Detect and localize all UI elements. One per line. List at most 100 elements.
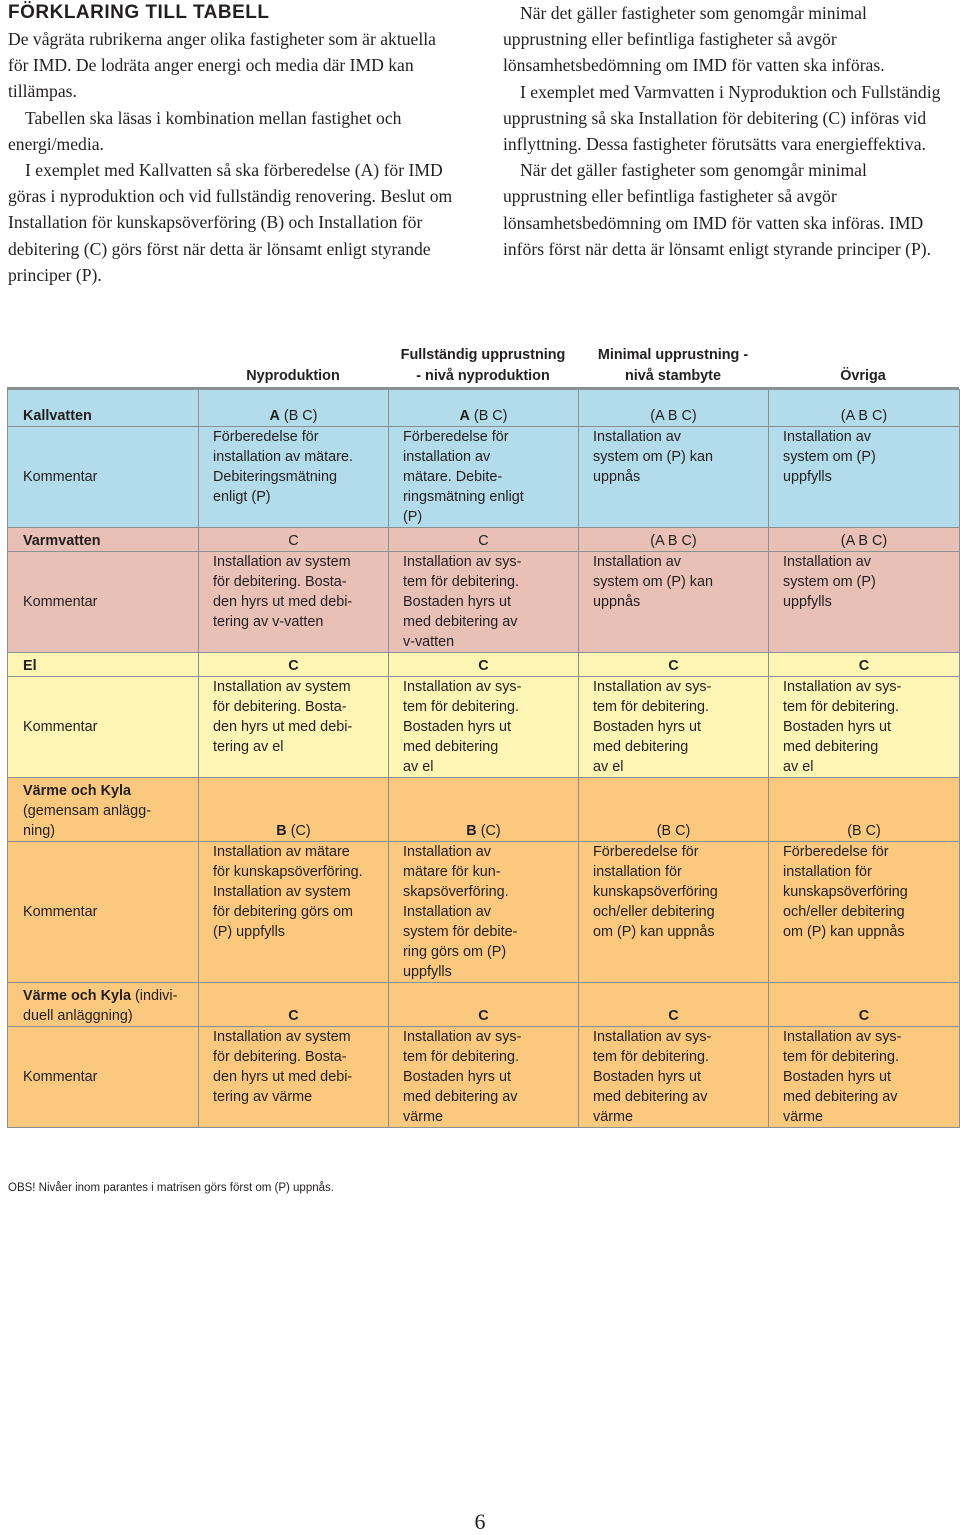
comment-line: Bostaden hyrs ut bbox=[593, 1069, 701, 1085]
comment-line: med debitering av bbox=[593, 1089, 708, 1105]
table-row-varmvatten: Varmvatten C C (A B C) (A B C) bbox=[7, 527, 960, 552]
level-nyproduktion: C bbox=[198, 652, 389, 677]
table-row-varme-gemensam: Värme och Kyla (gemensam anlägg- ning) B… bbox=[7, 777, 960, 842]
level-fullstandig: A (B C) bbox=[388, 389, 579, 427]
comment-line: för kunskapsöverföring. bbox=[213, 864, 363, 880]
comment-line: med debitering av bbox=[403, 614, 518, 630]
comment-line: Förberedelse för bbox=[213, 429, 319, 445]
comment-line: med debitering av bbox=[783, 1089, 898, 1105]
comment-line: enligt (P) bbox=[213, 489, 271, 505]
column-header-label: Övriga bbox=[840, 368, 886, 384]
comment-line: tem för debitering. bbox=[593, 1049, 709, 1065]
comment-cell: Installation av system om (P) kan uppnås bbox=[578, 551, 769, 653]
explanation-heading: FÖRKLARING TILL TABELL bbox=[8, 2, 270, 23]
comment-cell: Installation av sys-tem för debitering. B… bbox=[768, 676, 960, 778]
level-nyproduktion: B (C) bbox=[198, 777, 389, 842]
comment-cell: Installation av system om (P) uppfylls bbox=[768, 551, 960, 653]
comment-line: uppnås bbox=[593, 469, 641, 485]
comment-line: Bostaden hyrs ut bbox=[783, 1069, 891, 1085]
comment-line: Debiteringsmätning bbox=[213, 469, 337, 485]
comment-line: den hyrs ut med debi- bbox=[213, 594, 353, 610]
level-nyproduktion: C bbox=[198, 527, 389, 552]
level-ovriga: (A B C) bbox=[768, 527, 960, 552]
level-minimal: (A B C) bbox=[578, 527, 769, 552]
comment-line: tem för debitering. bbox=[783, 1049, 899, 1065]
column-header-nyproduktion: Nyproduktion bbox=[198, 366, 388, 387]
comment-line: tering av v-vatten bbox=[213, 614, 324, 630]
comment-line: Installation av mätare bbox=[213, 844, 350, 860]
comment-cell: Förberedelse för installation för kunskaps… bbox=[578, 841, 769, 983]
comment-line: Installation av system bbox=[213, 679, 351, 695]
comment-label: Kommentar bbox=[7, 841, 199, 983]
table-top-rule bbox=[7, 387, 959, 389]
comment-cell: Installation av system om (P) kan uppnås bbox=[578, 426, 769, 528]
left-paragraph-1: De vågräta rubrikerna anger olika fastig… bbox=[8, 29, 436, 102]
table-row-kallvatten: Kallvatten A (B C) A (B C) (A B C) (A B … bbox=[7, 389, 960, 427]
comment-line: tering av el bbox=[213, 739, 284, 755]
page-number: 6 bbox=[474, 1509, 486, 1534]
comment-line: och/eller debitering bbox=[593, 904, 715, 920]
column-header-label: Minimal upprustning - bbox=[597, 347, 749, 363]
comment-line: om (P) kan uppnås bbox=[593, 924, 715, 940]
comment-cell: Installation av system för debitering. Bo… bbox=[198, 1026, 389, 1128]
comment-line: Installation av bbox=[403, 844, 491, 860]
comment-line: för debitering görs om bbox=[213, 904, 353, 920]
comment-line: (P) bbox=[403, 509, 423, 525]
comment-line: för debitering. Bosta- bbox=[213, 699, 347, 715]
comment-line: uppfylls bbox=[783, 594, 832, 610]
left-paragraph-2: Tabellen ska läsas i kombination mellan … bbox=[8, 107, 402, 154]
comment-line: system om (P) kan bbox=[593, 449, 713, 465]
comment-line: Bostaden hyrs ut bbox=[403, 1069, 511, 1085]
comment-line: (P) uppfylls bbox=[213, 924, 285, 940]
imd-matrix-table: Kallvatten A (B C) A (B C) (A B C) (A B … bbox=[7, 389, 960, 1128]
comment-line: med debitering bbox=[403, 739, 499, 755]
comment-line: installation av mätare. bbox=[213, 449, 353, 465]
comment-line: Installation av bbox=[783, 429, 871, 445]
table-row-varme-individuell-comment: Kommentar Installation av system för debi… bbox=[7, 1026, 960, 1128]
level-nyproduktion: A (B C) bbox=[198, 389, 389, 427]
comment-line: tering av värme bbox=[213, 1089, 313, 1105]
left-text-column: FÖRKLARING TILL TABELL De vågräta rubrik… bbox=[8, 0, 460, 288]
table-row-el: El C C C C bbox=[7, 652, 960, 677]
level-ovriga: (A B C) bbox=[768, 389, 960, 427]
comment-line: med debitering bbox=[593, 739, 689, 755]
column-header-ovriga: Övriga bbox=[768, 366, 958, 387]
comment-line: värme bbox=[783, 1109, 823, 1125]
comment-cell: Installation av mätare för kunskapsöverfö… bbox=[198, 841, 389, 983]
comment-cell: Installation av sys-tem för debitering. B… bbox=[578, 1026, 769, 1128]
comment-line: system om (P) bbox=[783, 574, 876, 590]
footnote: OBS! Nivåer inom parantes i matrisen gör… bbox=[8, 1182, 334, 1194]
comment-line: Installation av sys- bbox=[783, 1029, 902, 1045]
level-fullstandig: C bbox=[388, 652, 579, 677]
comment-line: Installation av system bbox=[213, 554, 351, 570]
comment-line: skapsöverföring. bbox=[403, 884, 509, 900]
comment-line: Bostaden hyrs ut bbox=[593, 719, 701, 735]
comment-line: Installation av sys- bbox=[783, 679, 902, 695]
comment-cell: Förberedelse för installation för kunskaps… bbox=[768, 841, 960, 983]
comment-line: tem för debitering. bbox=[403, 1049, 519, 1065]
right-paragraph-2: I exemplet med Varmvatten i Nyproduktion… bbox=[503, 81, 941, 155]
comment-cell: Installation av sys-tem för debitering. B… bbox=[388, 676, 579, 778]
comment-line: tem för debitering. bbox=[403, 699, 519, 715]
comment-line: ringsmätning enligt bbox=[403, 489, 524, 505]
comment-cell: Installation av sys-tem för debitering. B… bbox=[388, 551, 579, 653]
row-label-el: El bbox=[7, 652, 199, 677]
comment-line: för debitering. Bosta- bbox=[213, 1049, 347, 1065]
level-minimal: C bbox=[578, 982, 769, 1027]
comment-line: Installation av bbox=[593, 429, 681, 445]
comment-cell: Installation av mätare för kun-skapsöverf… bbox=[388, 841, 579, 983]
comment-line: den hyrs ut med debi- bbox=[213, 1069, 353, 1085]
left-paragraph-3: I exemplet med Kallvatten så ska förbere… bbox=[8, 160, 453, 285]
table-row-varme-individuell: Värme och Kyla (indivi- duell anläggning… bbox=[7, 982, 960, 1027]
comment-line: Bostaden hyrs ut bbox=[403, 594, 511, 610]
comment-line: Installation av system bbox=[213, 1029, 351, 1045]
comment-line: värme bbox=[593, 1109, 633, 1125]
comment-line: av el bbox=[593, 759, 624, 775]
level-minimal: C bbox=[578, 652, 769, 677]
comment-line: den hyrs ut med debi- bbox=[213, 719, 353, 735]
comment-line: Bostaden hyrs ut bbox=[403, 719, 511, 735]
level-minimal: (B C) bbox=[578, 777, 769, 842]
comment-cell: Installation av sys-tem för debitering. B… bbox=[768, 1026, 960, 1128]
comment-line: ring görs om (P) bbox=[403, 944, 507, 960]
comment-cell: Installation av system för debitering. Bo… bbox=[198, 551, 389, 653]
